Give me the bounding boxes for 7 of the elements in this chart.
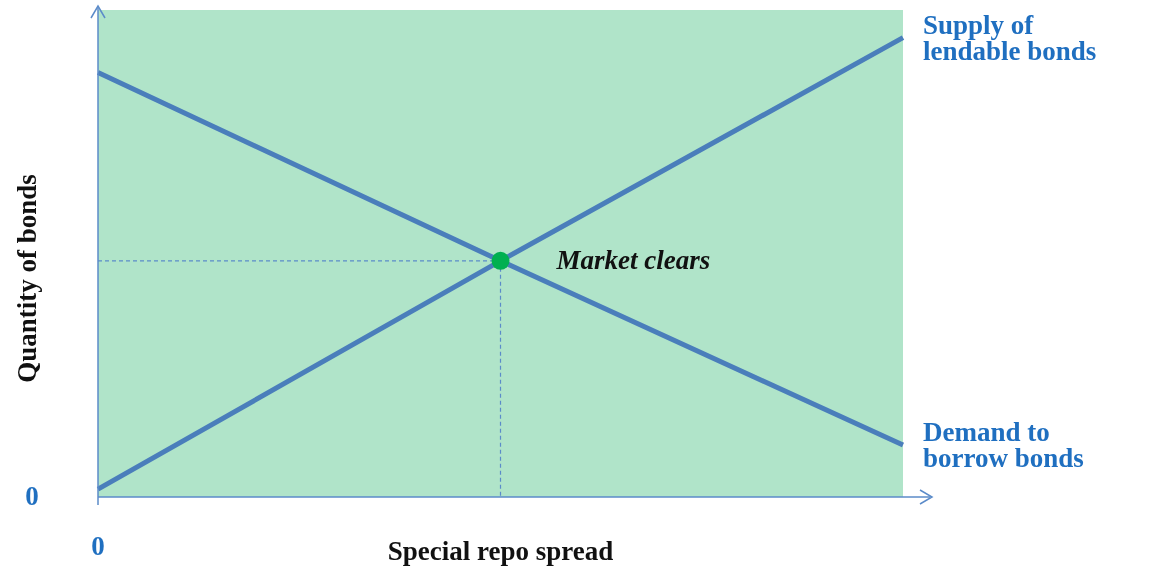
text: 0	[91, 531, 105, 561]
series-label: Supply of lendable bonds	[923, 9, 1097, 66]
text: 0	[25, 481, 39, 511]
x-axis-title: Special repo spread	[387, 536, 614, 566]
series-label: Demand to borrow bonds	[923, 417, 1084, 474]
annotation: Market clears	[555, 244, 711, 275]
y-axis-title: Quantity of bonds	[12, 174, 42, 383]
